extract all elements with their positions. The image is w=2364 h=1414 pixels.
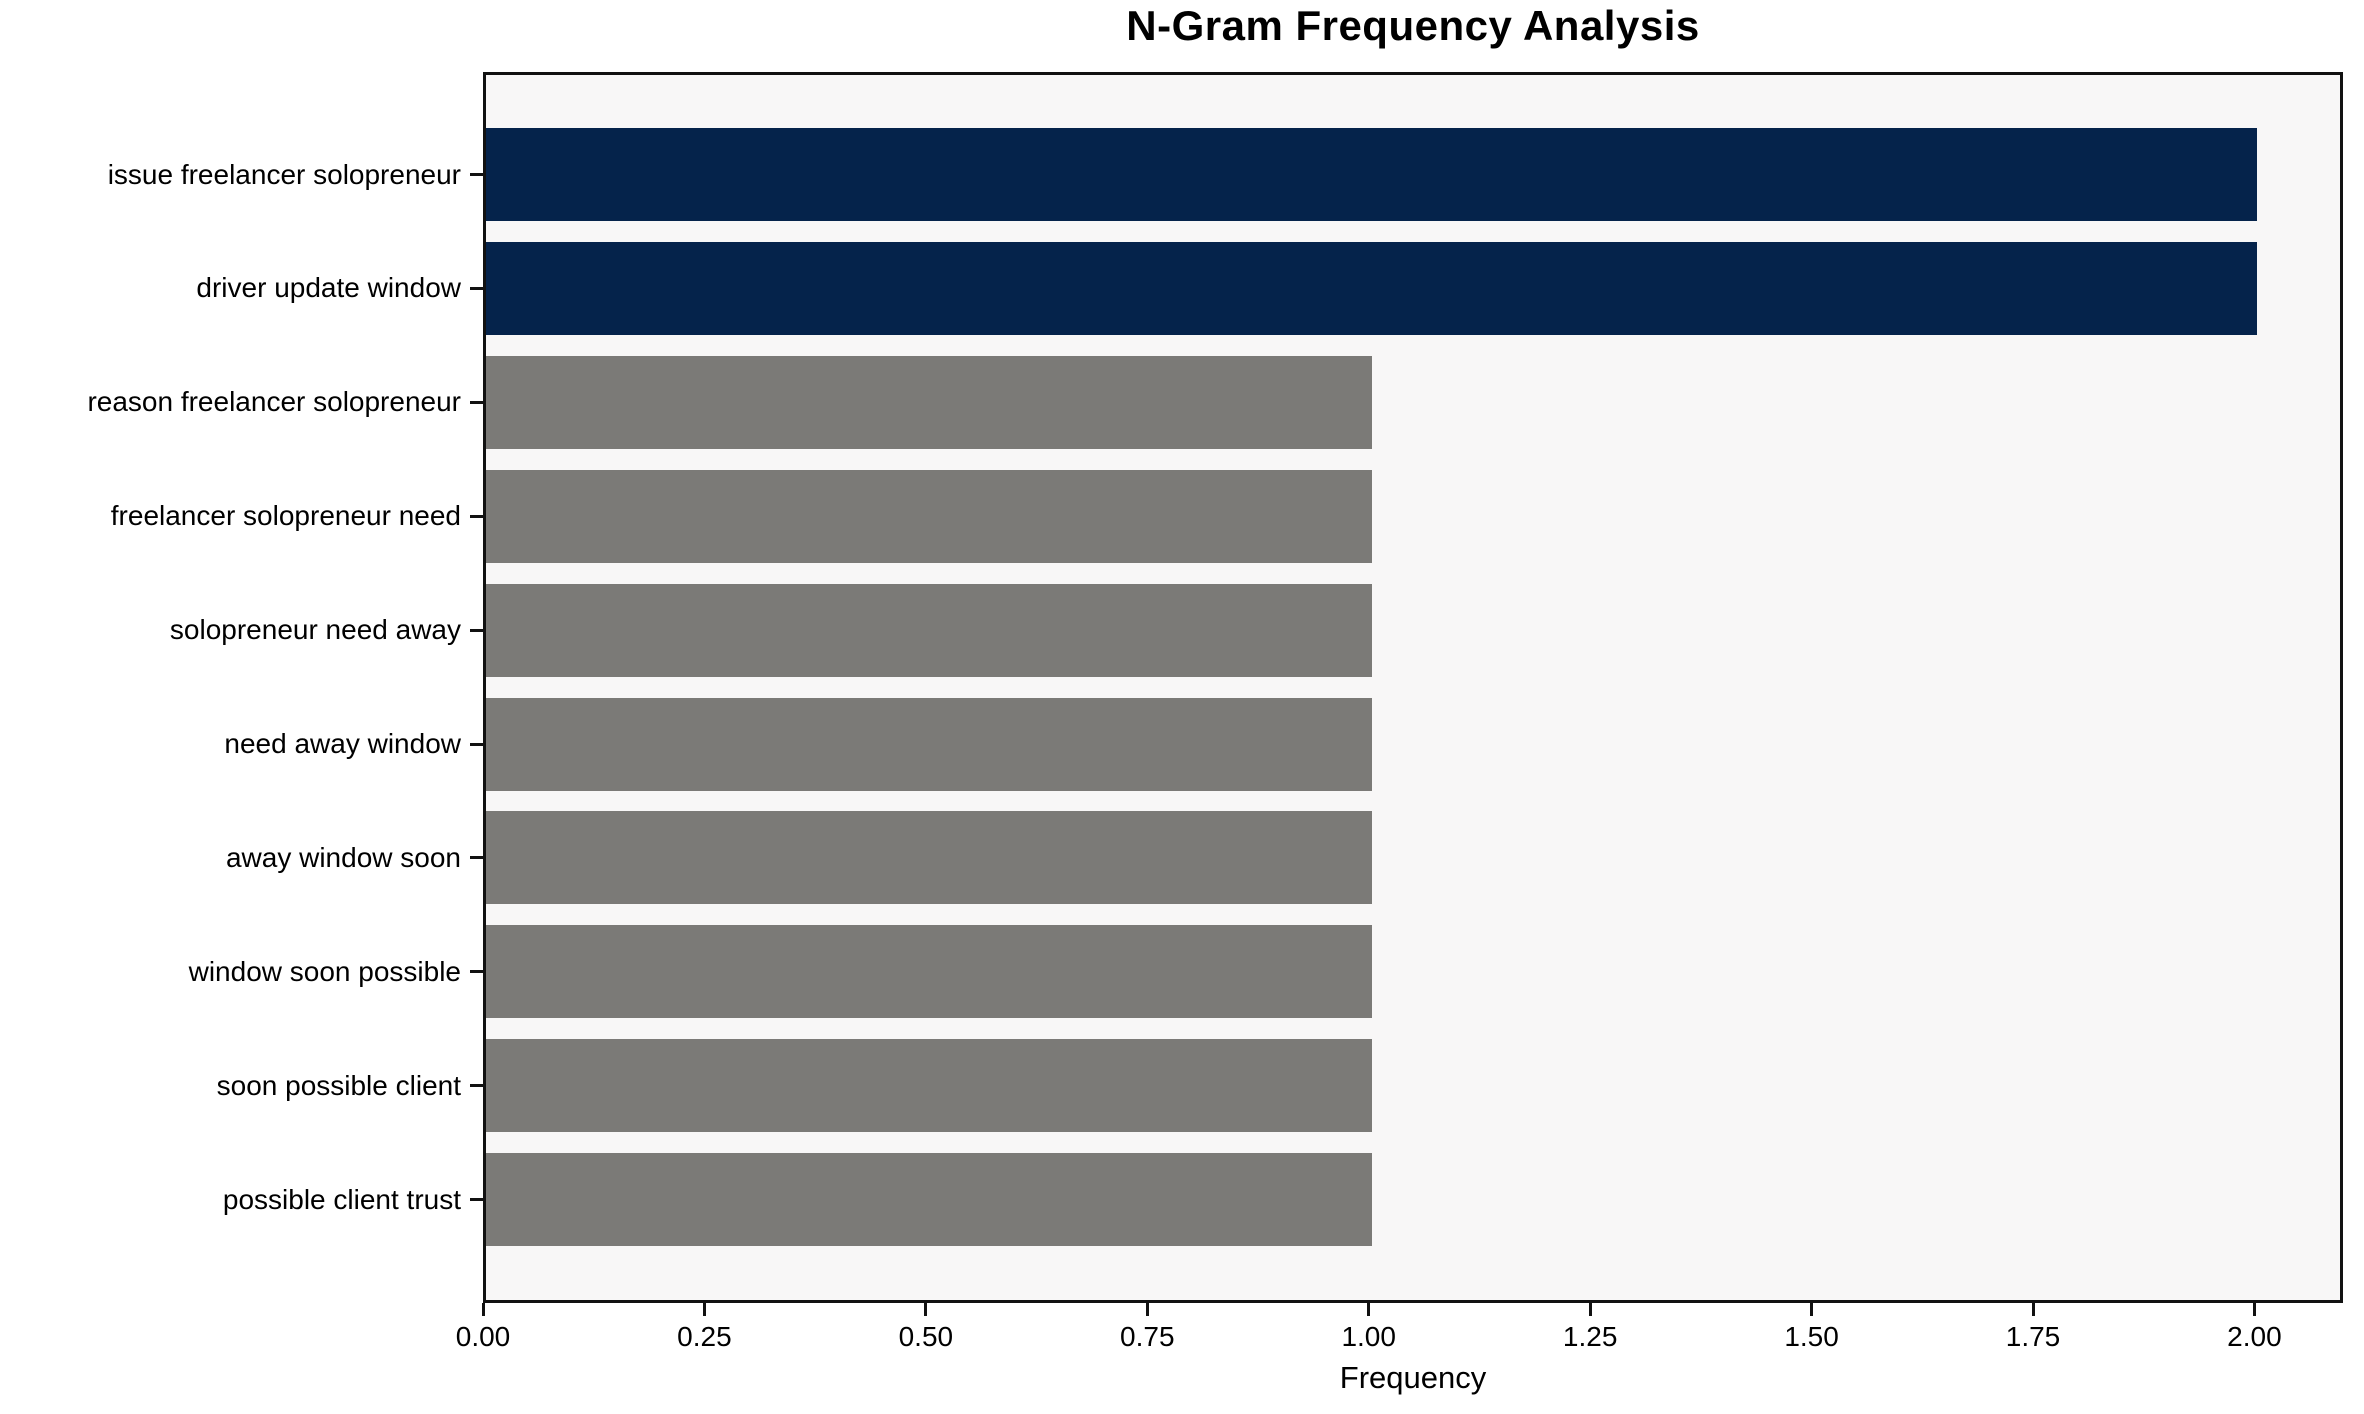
y-tick-mark xyxy=(470,742,483,746)
x-tick-mark xyxy=(1367,1303,1371,1316)
bar xyxy=(486,469,1372,563)
y-tick-label: reason freelancer solopreneur xyxy=(87,386,461,418)
bar xyxy=(486,811,1372,905)
x-tick-mark xyxy=(481,1303,485,1316)
bar xyxy=(486,355,1372,449)
x-tick-mark xyxy=(2252,1303,2256,1316)
x-tick-mark xyxy=(1145,1303,1149,1316)
x-tick-mark xyxy=(702,1303,706,1316)
y-tick-label: possible client trust xyxy=(222,1183,461,1215)
bar xyxy=(486,241,2257,335)
y-tick-label: window soon possible xyxy=(188,955,461,987)
y-tick-label: freelancer solopreneur need xyxy=(110,500,461,532)
chart-title: N-Gram Frequency Analysis xyxy=(1126,2,1700,49)
y-tick-mark xyxy=(470,970,483,974)
x-tick-mark xyxy=(1588,1303,1592,1316)
y-tick-mark xyxy=(470,400,483,404)
plot-area xyxy=(483,72,2343,1303)
bar xyxy=(486,1153,1372,1247)
y-tick-label: issue freelancer solopreneur xyxy=(107,158,461,190)
bar xyxy=(486,128,2257,221)
x-tick-label: 1.75 xyxy=(2005,1321,2061,1352)
bar xyxy=(486,697,1372,791)
x-tick-label: 1.50 xyxy=(1784,1321,1839,1352)
y-tick-label: away window soon xyxy=(225,841,461,873)
x-tick-label: 0.50 xyxy=(898,1321,954,1352)
x-tick-label: 0.75 xyxy=(1120,1321,1175,1352)
y-tick-label: soon possible client xyxy=(216,1069,461,1101)
y-tick-mark xyxy=(470,286,483,290)
x-tick-label: 0.00 xyxy=(455,1321,511,1352)
x-tick-label: 1.25 xyxy=(1562,1321,1618,1352)
bar xyxy=(486,1039,1372,1133)
x-tick-mark xyxy=(1810,1303,1814,1316)
y-tick-mark xyxy=(470,1084,483,1088)
x-tick-label: 1.00 xyxy=(1341,1321,1396,1352)
x-tick-label: 0.25 xyxy=(677,1321,732,1352)
x-axis-title: Frequency xyxy=(1339,1360,1487,1395)
y-tick-label: need away window xyxy=(224,728,461,759)
x-tick-mark xyxy=(2031,1303,2035,1316)
bar xyxy=(486,925,1372,1019)
y-tick-mark xyxy=(470,514,483,518)
y-tick-label: driver update window xyxy=(196,272,461,304)
bar xyxy=(486,583,1372,677)
x-tick-mark xyxy=(924,1303,928,1316)
y-tick-label: solopreneur need away xyxy=(169,614,461,646)
x-tick-label: 2.00 xyxy=(2227,1321,2282,1352)
y-tick-mark xyxy=(470,856,483,860)
y-tick-mark xyxy=(470,628,483,632)
y-tick-mark xyxy=(470,173,483,176)
y-tick-mark xyxy=(470,1198,483,1202)
